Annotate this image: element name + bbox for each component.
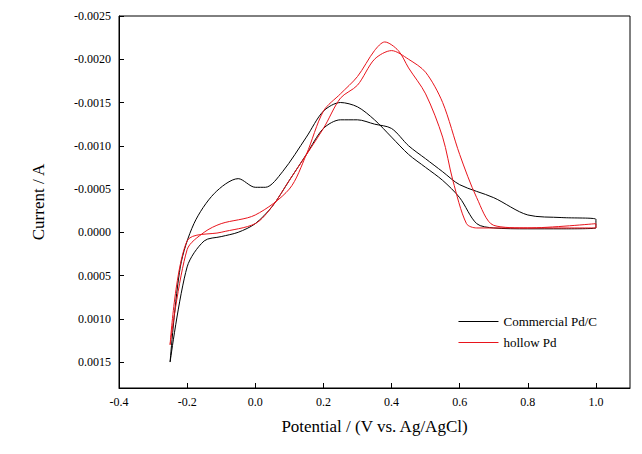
svg-text:-0.0025: -0.0025: [74, 9, 111, 23]
svg-text:0.6: 0.6: [452, 395, 467, 409]
svg-text:0.0010: 0.0010: [78, 312, 111, 326]
svg-text:-0.0020: -0.0020: [74, 52, 111, 66]
svg-text:hollow Pd: hollow Pd: [503, 335, 557, 350]
svg-text:1.0: 1.0: [588, 395, 603, 409]
svg-text:-0.0010: -0.0010: [74, 139, 111, 153]
svg-text:0.2: 0.2: [316, 395, 331, 409]
svg-text:0.0005: 0.0005: [78, 269, 111, 283]
svg-text:Current / A: Current / A: [29, 163, 48, 240]
svg-text:0.4: 0.4: [384, 395, 399, 409]
svg-text:-0.4: -0.4: [110, 395, 129, 409]
svg-text:Potential / (V vs. Ag/AgCl): Potential / (V vs. Ag/AgCl): [281, 417, 467, 436]
svg-text:-0.0015: -0.0015: [74, 96, 111, 110]
svg-text:Commercial Pd/C: Commercial Pd/C: [503, 314, 597, 329]
svg-text:-0.2: -0.2: [178, 395, 197, 409]
svg-text:0.8: 0.8: [520, 395, 535, 409]
svg-text:0.0000: 0.0000: [78, 225, 111, 239]
svg-text:0.0015: 0.0015: [78, 355, 111, 369]
svg-text:-0.0005: -0.0005: [74, 182, 111, 196]
svg-text:0.0: 0.0: [248, 395, 263, 409]
